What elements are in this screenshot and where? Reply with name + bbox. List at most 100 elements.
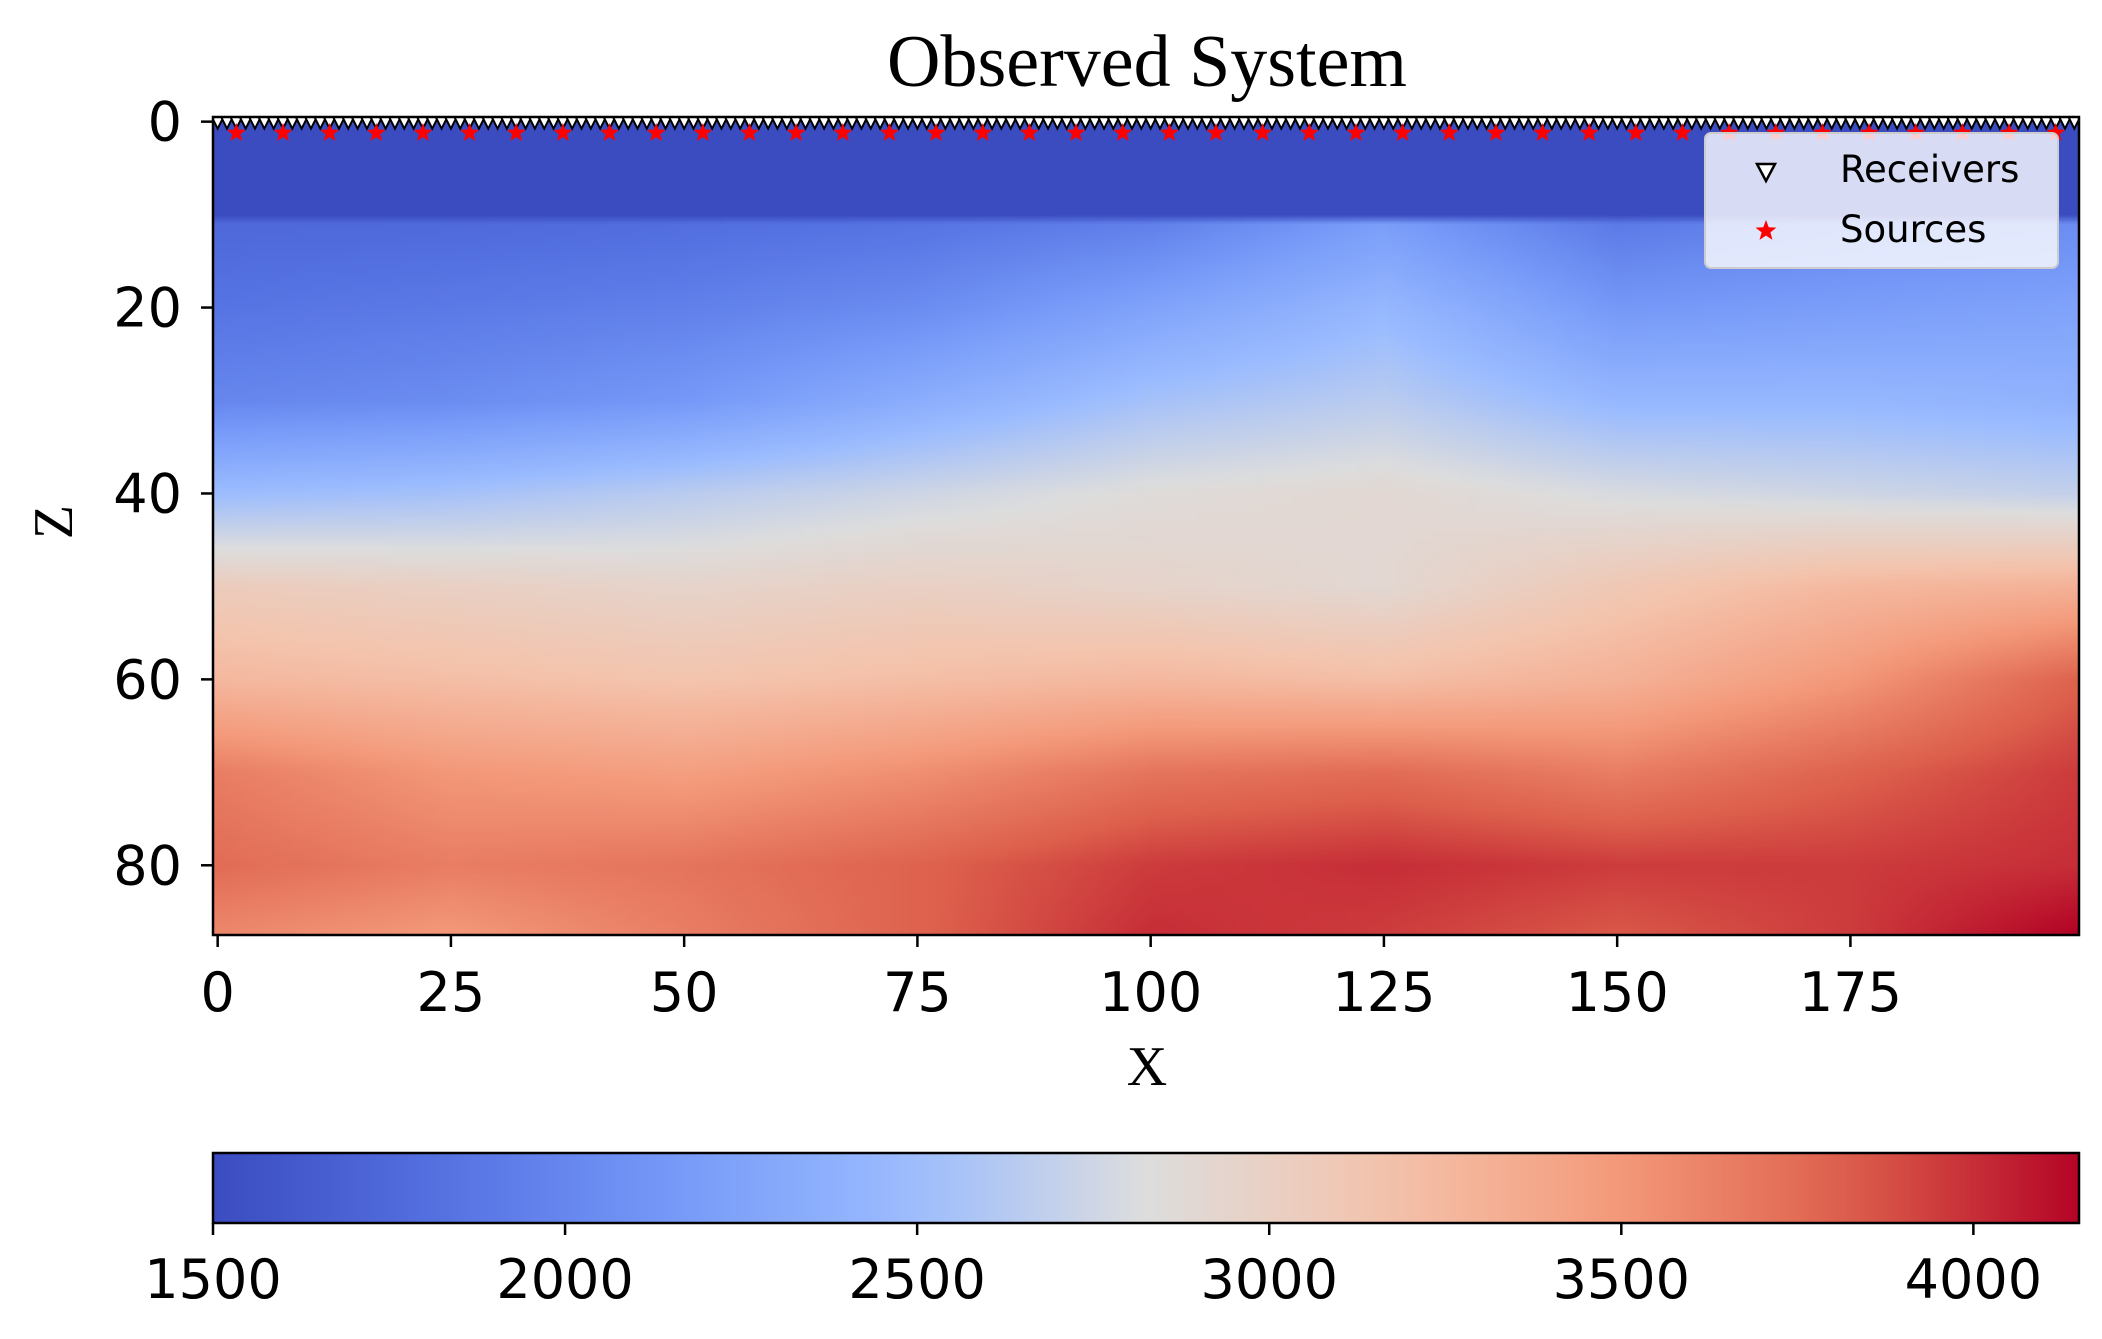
receiver-marker bbox=[1946, 117, 1960, 131]
receiver-marker bbox=[1684, 117, 1699, 131]
receiver-marker bbox=[611, 117, 626, 131]
receiver-marker bbox=[1563, 117, 1578, 131]
source-marker bbox=[1299, 122, 1319, 142]
receiver-marker bbox=[714, 117, 729, 131]
receiver-marker bbox=[2011, 117, 2026, 131]
receiver-marker bbox=[1572, 117, 1587, 131]
receiver-marker bbox=[1479, 117, 1494, 131]
receiver-marker bbox=[518, 117, 533, 131]
legend-box bbox=[1704, 132, 2059, 269]
plot-frame bbox=[211, 115, 2081, 937]
receiver-marker bbox=[1918, 117, 1933, 131]
receiver-marker bbox=[1955, 117, 1970, 131]
receiver-marker bbox=[705, 117, 720, 131]
receiver-marker bbox=[723, 117, 738, 131]
receiver-marker bbox=[639, 117, 654, 131]
receiver-marker bbox=[229, 117, 244, 131]
receiver-marker bbox=[1367, 117, 1382, 131]
source-marker bbox=[1859, 122, 1879, 142]
receiver-marker bbox=[341, 117, 356, 131]
receiver-marker bbox=[1050, 117, 1065, 131]
receiver-marker bbox=[770, 117, 785, 131]
receiver-marker bbox=[1666, 117, 1681, 131]
receiver-marker bbox=[406, 117, 421, 131]
receiver-marker bbox=[1964, 117, 1979, 131]
receiver-marker bbox=[1488, 117, 1503, 131]
source-marker bbox=[1113, 122, 1133, 142]
receiver-marker bbox=[1311, 117, 1326, 131]
receiver-marker bbox=[938, 117, 953, 131]
receiver-marker bbox=[1460, 117, 1475, 131]
source-marker bbox=[1952, 122, 1972, 142]
receiver-marker bbox=[863, 117, 878, 131]
receiver-marker bbox=[1181, 117, 1195, 131]
receiver-marker bbox=[1862, 117, 1877, 131]
source-marker bbox=[506, 122, 526, 142]
source-marker bbox=[1812, 122, 1832, 142]
source-marker bbox=[786, 122, 806, 142]
source-marker bbox=[739, 122, 759, 142]
z-tick-label: 60 bbox=[113, 648, 182, 711]
colorbar-tick-label: 1500 bbox=[144, 1248, 281, 1311]
receiver-marker bbox=[1283, 117, 1298, 131]
receiver-marker bbox=[220, 117, 234, 131]
receiver-marker bbox=[425, 117, 440, 131]
receiver-marker bbox=[1320, 117, 1335, 131]
receiver-marker bbox=[919, 117, 934, 131]
receiver-marker bbox=[985, 117, 999, 131]
receiver-marker bbox=[845, 117, 860, 131]
receiver-marker bbox=[1003, 117, 1018, 131]
receiver-marker bbox=[1712, 117, 1727, 131]
receiver-marker bbox=[1255, 117, 1270, 131]
receiver-marker bbox=[1125, 117, 1139, 131]
source-marker bbox=[1486, 122, 1506, 142]
receiver-marker bbox=[966, 117, 981, 131]
receiver-marker bbox=[957, 117, 972, 131]
source-marker bbox=[1439, 122, 1459, 142]
source-marker bbox=[693, 122, 713, 142]
receiver-marker bbox=[1274, 117, 1289, 131]
source-marker bbox=[1999, 122, 2019, 142]
receiver-marker bbox=[509, 117, 524, 131]
receiver-marker bbox=[332, 117, 346, 131]
source-marker bbox=[1346, 122, 1366, 142]
receiver-marker bbox=[415, 117, 430, 131]
source-marker bbox=[320, 122, 340, 142]
receiver-marker bbox=[1824, 117, 1839, 131]
receiver-marker bbox=[1535, 117, 1550, 131]
receiver-marker bbox=[583, 117, 598, 131]
source-marker bbox=[1579, 122, 1599, 142]
z-tick-label: 40 bbox=[113, 462, 182, 525]
receiver-marker bbox=[1638, 117, 1653, 131]
x-tick-label: 175 bbox=[1799, 961, 1902, 1024]
receiver-marker bbox=[1395, 117, 1410, 131]
source-marker bbox=[600, 122, 620, 142]
receiver-marker bbox=[238, 117, 253, 131]
receiver-marker bbox=[360, 117, 374, 131]
receiver-marker bbox=[1199, 117, 1214, 131]
source-marker bbox=[646, 122, 666, 142]
receiver-marker bbox=[975, 117, 990, 131]
receiver-marker bbox=[294, 117, 309, 131]
receiver-marker bbox=[213, 117, 225, 131]
x-tick-label: 0 bbox=[200, 961, 234, 1024]
receiver-marker bbox=[1013, 117, 1027, 131]
legend-receivers-label: Receivers bbox=[1840, 148, 2019, 191]
x-tick-label: 75 bbox=[883, 961, 952, 1024]
receiver-marker bbox=[1880, 117, 1895, 131]
colorbar-tick-label: 4000 bbox=[1905, 1248, 2042, 1311]
receiver-marker bbox=[1871, 117, 1886, 131]
receiver-marker bbox=[751, 117, 766, 131]
receiver-marker bbox=[2067, 117, 2079, 131]
receiver-marker bbox=[387, 117, 402, 131]
receiver-marker bbox=[779, 117, 794, 131]
legend: Receivers Sources bbox=[1704, 132, 2059, 269]
source-marker bbox=[1253, 122, 1273, 142]
receiver-marker bbox=[1078, 117, 1093, 131]
receiver-marker bbox=[1796, 117, 1811, 131]
receiver-marker bbox=[276, 117, 290, 131]
receiver-marker bbox=[1209, 117, 1223, 131]
receiver-marker bbox=[546, 117, 561, 131]
receiver-marker bbox=[1265, 117, 1279, 131]
receiver-marker bbox=[443, 117, 458, 131]
